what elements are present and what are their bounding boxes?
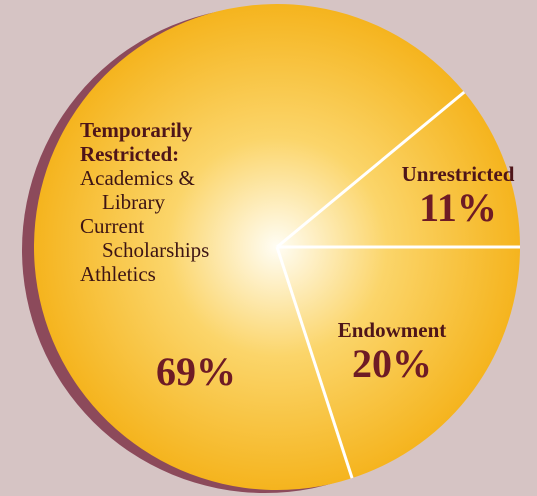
- label-unrestricted: Unrestricted 11%: [402, 162, 515, 230]
- pie-slice: [33, 3, 465, 490]
- pie-slice: [277, 247, 520, 479]
- detail-label: Athletics: [80, 262, 156, 286]
- detail-label: Academics & Library: [80, 166, 195, 214]
- slice-divider: [275, 246, 354, 479]
- category-label: Endowment: [337, 318, 447, 342]
- label-endowment: Endowment 20%: [338, 318, 447, 386]
- category-label: Unrestricted: [401, 162, 515, 186]
- value-label: 20%: [352, 341, 432, 386]
- value-label: 69%: [156, 349, 236, 394]
- detail-label: Current Scholarships: [80, 214, 210, 262]
- pie-slice: [277, 92, 520, 247]
- category-label: Temporarily Restricted:: [80, 118, 193, 166]
- label-temporarily: Temporarily Restricted: Academics & Libra…: [80, 118, 252, 286]
- slice-divider: [276, 90, 466, 249]
- value-label: 11%: [419, 185, 497, 230]
